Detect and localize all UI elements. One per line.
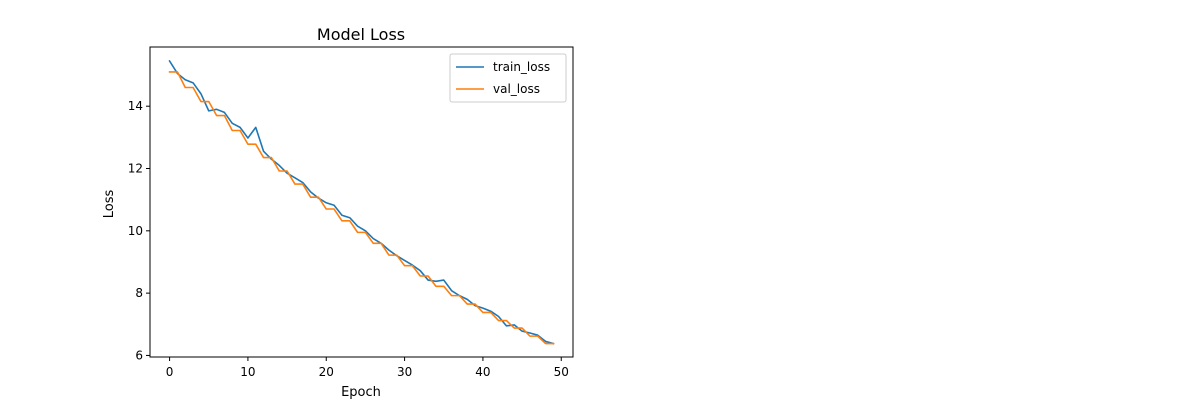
x-tick-label: 0 bbox=[166, 365, 174, 379]
x-tick-label: 30 bbox=[397, 365, 412, 379]
y-tick-label: 10 bbox=[128, 224, 143, 238]
series-line-val-loss bbox=[168, 71, 555, 345]
y-tick-label: 6 bbox=[135, 348, 143, 362]
legend-box bbox=[449, 53, 567, 103]
legend-label-val-loss: val_loss bbox=[493, 82, 540, 96]
x-tick-label: 50 bbox=[554, 365, 569, 379]
y-axis-label: Loss bbox=[102, 190, 117, 219]
y-tick-label: 8 bbox=[135, 286, 143, 300]
legend-label-train-loss: train_loss bbox=[493, 60, 550, 74]
x-axis-label: Epoch bbox=[341, 385, 381, 400]
x-tick-label: 40 bbox=[475, 365, 490, 379]
axes-frame bbox=[149, 46, 574, 358]
series-line-train-loss bbox=[168, 59, 555, 345]
y-tick-label: 14 bbox=[128, 99, 143, 113]
y-tick-label: 12 bbox=[128, 162, 143, 176]
x-tick-label: 10 bbox=[240, 365, 255, 379]
plot-area: 0 10 20 30 40 50 6 8 10 12 14 bbox=[128, 46, 574, 379]
chart-title: Model Loss bbox=[317, 25, 405, 44]
x-tick-label: 20 bbox=[319, 365, 334, 379]
legend: train_loss val_loss bbox=[449, 53, 567, 103]
